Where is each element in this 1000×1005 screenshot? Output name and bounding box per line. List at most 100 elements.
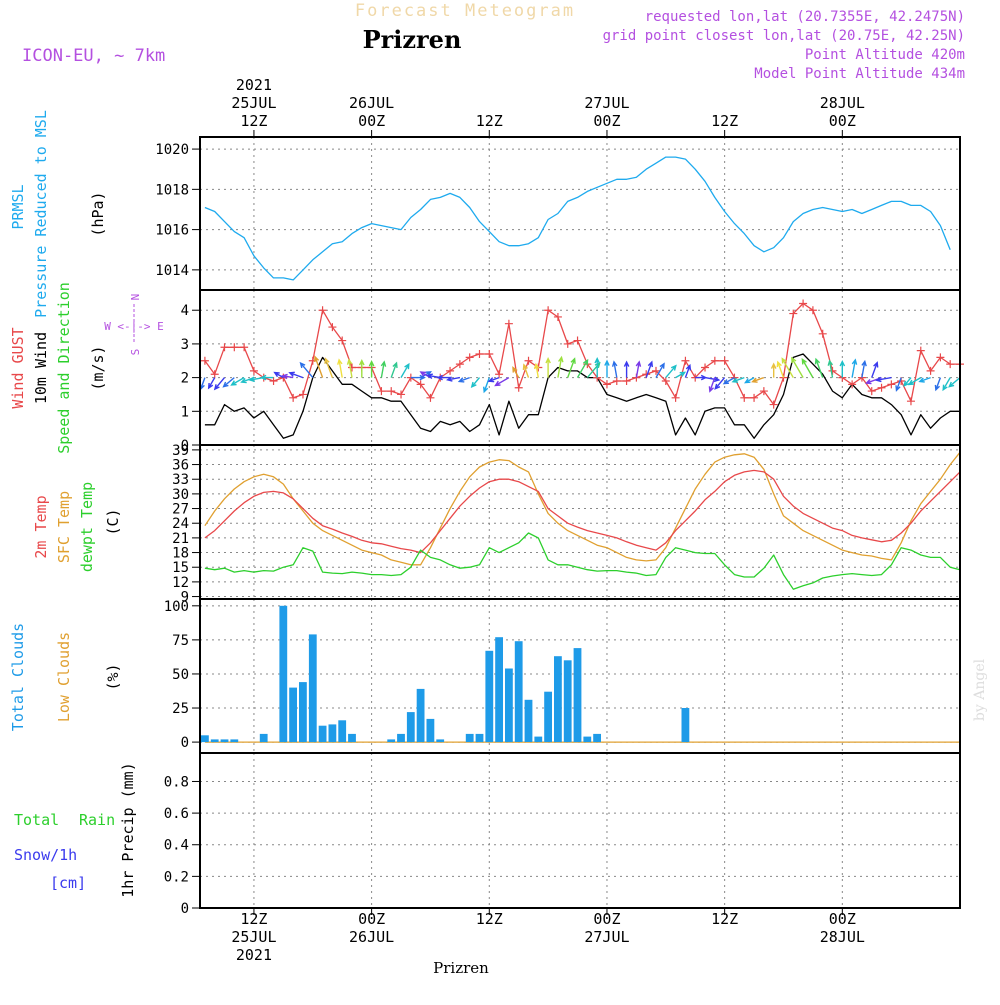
wind-direction-arrow xyxy=(281,373,294,380)
gust-point-marker xyxy=(946,360,955,369)
wind-direction-arrow xyxy=(522,363,530,378)
gust-point-marker xyxy=(661,376,670,385)
wind-direction-arrow xyxy=(684,363,692,378)
gust-point-marker xyxy=(887,380,896,389)
wind-direction-arrow xyxy=(259,374,274,381)
gust-point-marker xyxy=(867,387,876,396)
gust-point-marker xyxy=(769,400,778,409)
panel-frames xyxy=(199,130,961,915)
wind-y-tick-label: 2 xyxy=(181,371,189,387)
cloud-bar xyxy=(308,634,317,743)
wind-direction-arrow xyxy=(934,377,942,392)
cloud-bar xyxy=(563,660,572,743)
cloud-bar xyxy=(289,687,297,743)
footer-location: Prizren xyxy=(433,959,489,977)
temp-y-tick-label: 30 xyxy=(172,487,189,503)
cloud-bar xyxy=(230,739,239,743)
cloud-bar xyxy=(583,736,592,743)
pressure-unit: (hPa) xyxy=(89,191,107,236)
bottom-time-label: 00Z xyxy=(593,910,620,928)
precip-y-tick-label: 0.2 xyxy=(164,869,189,885)
wind-direction-arrow xyxy=(611,360,618,378)
cloud-bar xyxy=(220,739,229,743)
cloud-bar xyxy=(534,736,543,743)
dewpt-line xyxy=(204,532,961,590)
bottom-time-label: 27JUL xyxy=(584,928,629,946)
bottom-time-label: 00Z xyxy=(829,910,856,928)
compass-n: N xyxy=(129,294,142,301)
wind-direction-arrow xyxy=(545,356,551,378)
temp-y-tick-label: 21 xyxy=(172,531,189,547)
wind-direction-arrow xyxy=(675,371,687,379)
top-time-label: 27JUL xyxy=(584,94,629,112)
point-altitude: Point Altitude 420m xyxy=(805,47,965,63)
wind-direction-arrow xyxy=(273,371,284,379)
gust-point-marker xyxy=(818,329,827,338)
gust-point-marker xyxy=(318,306,327,315)
gust-point-marker xyxy=(514,383,523,392)
sfc-temp-line xyxy=(204,451,961,566)
gust-point-marker xyxy=(799,299,808,308)
gust-point-marker xyxy=(200,356,209,365)
wind-direction-arrow xyxy=(313,355,324,378)
wind-direction-arrow xyxy=(436,374,451,381)
wind-direction-arrow xyxy=(222,377,235,388)
cloud-bar xyxy=(318,725,327,743)
gust-point-marker xyxy=(936,353,945,362)
requested-coords: requested lon,lat (20.7355E, 42.2475N) xyxy=(645,9,965,25)
gust-point-marker xyxy=(348,363,356,372)
cloud-bar xyxy=(465,733,474,743)
wind-direction-arrow xyxy=(213,377,226,391)
temp-2m-label: 2m Temp xyxy=(32,495,50,558)
temp-y-tick-label: 12 xyxy=(172,575,189,591)
wind-direction-arrow xyxy=(533,362,540,378)
wind-direction-arrow xyxy=(781,357,794,378)
cloud-bar xyxy=(397,733,405,743)
gust-point-marker xyxy=(612,376,621,385)
bottom-time-label: 28JUL xyxy=(820,928,865,946)
gust-point-marker xyxy=(210,370,219,379)
top-time-label: 25JUL xyxy=(231,94,276,112)
precip-y-tick-label: 0.4 xyxy=(164,838,189,854)
wind-frame xyxy=(199,289,961,446)
wind-direction-arrow xyxy=(665,364,677,379)
gust-point-marker xyxy=(220,343,229,352)
clouds-y-tick-label: 100 xyxy=(164,599,189,615)
wind-direction-arrow xyxy=(948,377,961,388)
clouds-panel xyxy=(201,605,960,743)
wind-direction-arrow xyxy=(288,371,304,379)
wind-direction-arrow xyxy=(751,376,765,383)
bottom-time-label: 12Z xyxy=(711,910,738,928)
wind-direction-arrow xyxy=(358,359,365,378)
temp-y-tick-label: 39 xyxy=(172,443,189,459)
bottom-time-label: 00Z xyxy=(358,910,385,928)
gust-point-marker xyxy=(416,380,425,389)
top-time-label: 00Z xyxy=(829,112,856,130)
top-time-label: 28JUL xyxy=(820,94,865,112)
temperature-panel xyxy=(204,451,961,590)
temp-unit: (C) xyxy=(104,508,122,535)
wind-10m-label: 10m Wind xyxy=(32,332,50,404)
wind-direction-arrow xyxy=(604,359,610,378)
wind-direction-arrow xyxy=(483,377,490,394)
cloud-bar xyxy=(406,712,415,743)
gust-point-marker xyxy=(848,380,857,389)
gust-point-marker xyxy=(328,323,337,332)
low-clouds-label: Low Clouds xyxy=(55,632,73,722)
model-label: ICON-EU, ~ 7km xyxy=(22,46,165,66)
pressure-panel xyxy=(204,156,951,281)
temp-y-tick-label: 27 xyxy=(172,502,189,518)
top-time-label: 00Z xyxy=(358,112,385,130)
gust-point-marker xyxy=(495,370,504,379)
cloud-bar xyxy=(495,637,503,743)
wind-direction-arrow xyxy=(557,355,564,378)
gust-line xyxy=(204,302,960,406)
gust-point-marker xyxy=(504,319,513,328)
cloud-bar xyxy=(485,650,494,743)
gust-point-marker xyxy=(573,336,582,345)
snow-label: Snow/1h xyxy=(14,846,77,864)
gust-point-marker xyxy=(808,306,817,315)
cloud-bar xyxy=(505,668,513,743)
